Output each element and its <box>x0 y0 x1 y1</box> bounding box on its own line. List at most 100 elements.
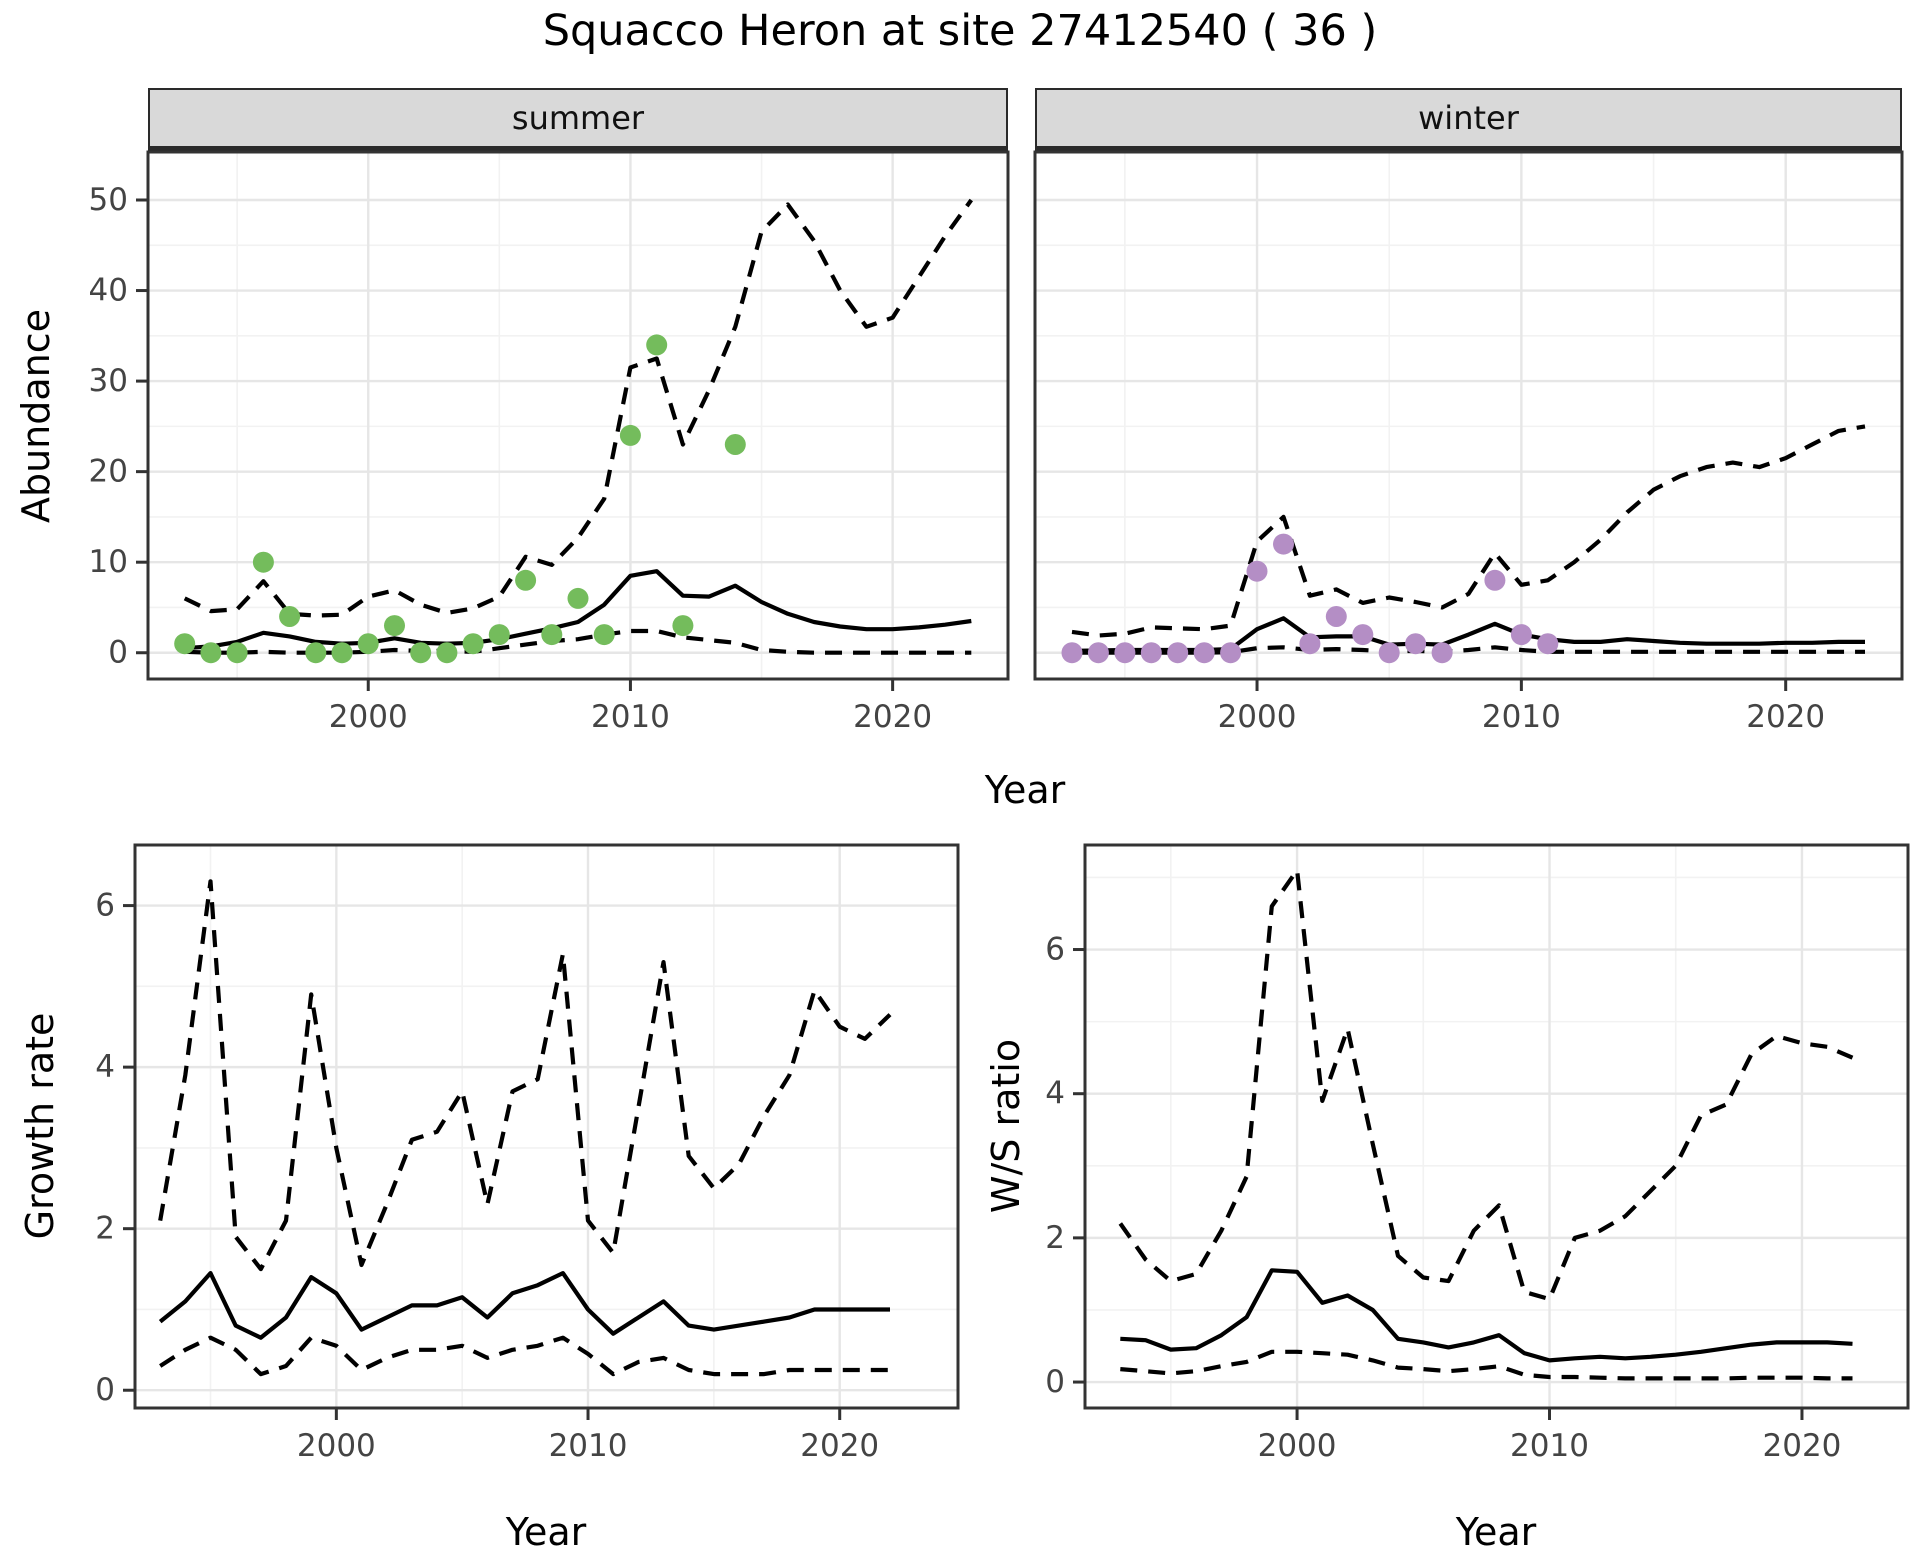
y-tick-label: 6 <box>1045 932 1065 968</box>
y-axis-title-ws-ratio: W/S ratio <box>984 1038 1028 1214</box>
gridlines-major <box>1085 845 1908 1408</box>
y-tick-label: 2 <box>1045 1220 1065 1256</box>
panel-background <box>1085 845 1908 1408</box>
data-point <box>515 569 537 591</box>
data-point <box>226 642 248 664</box>
y-tick-label: 6 <box>95 888 115 924</box>
data-point <box>1378 642 1400 664</box>
data-point <box>1114 642 1136 664</box>
data-point <box>541 624 563 646</box>
x-axis-title-top: Year <box>984 768 1066 812</box>
data-point <box>1220 642 1242 664</box>
data-point <box>593 624 615 646</box>
panel-ws-ratio: 2000 2010 2020 0 2 4 6 <box>1045 843 1910 1464</box>
data-point <box>1087 642 1109 664</box>
data-point <box>567 587 589 609</box>
x-tick-label: 2000 <box>1218 699 1297 735</box>
facet-strip-winter-label: winter <box>1418 99 1519 137</box>
x-tick-label: 2020 <box>1746 699 1825 735</box>
panel-growth-rate: 2000 2010 2020 0 2 4 6 <box>95 843 960 1464</box>
gridlines-minor <box>1035 152 1902 679</box>
data-point <box>200 642 222 664</box>
data-point <box>1537 633 1559 655</box>
data-point <box>619 424 641 446</box>
observed-points <box>174 334 746 664</box>
series-median-line <box>184 569 972 651</box>
data-point <box>1061 642 1083 664</box>
series-lower_ci-line <box>1120 1349 1853 1381</box>
x-tick-label: 2020 <box>853 699 932 735</box>
x-tick-label: 2020 <box>800 1428 879 1464</box>
x-tick-label: 2010 <box>549 1428 628 1464</box>
y-tick-label: 2 <box>95 1211 115 1247</box>
y-tick-label: 4 <box>95 1049 115 1085</box>
data-point <box>1167 642 1189 664</box>
data-point <box>488 624 510 646</box>
axis-ticks: 2000 2010 2020 <box>1218 679 1825 735</box>
panel-background <box>1035 152 1902 679</box>
data-point <box>462 633 484 655</box>
x-tick-label: 2000 <box>1258 1428 1337 1464</box>
x-tick-label: 2010 <box>591 699 670 735</box>
facet-strip-winter: winter <box>1035 88 1902 152</box>
x-tick-label: 2000 <box>297 1428 376 1464</box>
data-point <box>357 633 379 655</box>
data-point <box>724 434 746 455</box>
panel-border <box>1083 843 1910 1410</box>
data-point <box>331 642 353 664</box>
x-tick-label: 2010 <box>1482 699 1561 735</box>
data-point <box>384 615 405 637</box>
x-axis-title-growth-rate: Year <box>505 1510 587 1554</box>
data-point <box>1299 633 1321 655</box>
data-point <box>1431 642 1453 664</box>
y-tick-label: 0 <box>108 635 128 671</box>
y-tick-label: 0 <box>95 1372 115 1408</box>
data-point <box>1273 533 1294 555</box>
y-tick-label: 20 <box>89 454 128 490</box>
data-point <box>410 642 432 664</box>
series-lower_ci-line <box>1072 645 1865 655</box>
panel-background <box>135 845 958 1408</box>
data-point <box>1246 560 1268 582</box>
y-tick-label: 0 <box>1045 1364 1065 1400</box>
series-median-line <box>1120 1268 1853 1363</box>
y-tick-label: 4 <box>1045 1076 1065 1112</box>
data-point <box>279 606 301 627</box>
data-point <box>1325 606 1347 627</box>
series-lower_ci-line <box>159 1335 890 1377</box>
y-tick-label: 10 <box>89 544 128 580</box>
data-point <box>1352 624 1374 646</box>
data-point <box>1405 633 1427 655</box>
x-tick-label: 2000 <box>329 699 408 735</box>
gridlines-minor <box>1085 845 1908 1408</box>
panel-abundance-summer: 2000 2010 2020 0 10 20 30 40 50 <box>89 150 1010 735</box>
panel-border <box>1033 150 1904 681</box>
x-axis-title-ws-ratio: Year <box>1455 1510 1537 1554</box>
y-axis-title-growth-rate: Growth rate <box>18 1012 62 1240</box>
x-tick-label: 2020 <box>1763 1428 1842 1464</box>
data-point <box>1193 642 1215 664</box>
series-median-line <box>158 1271 890 1340</box>
series-upper_ci-line <box>158 879 892 1272</box>
axis-ticks: 2000 2010 2020 0 10 20 30 40 50 <box>89 182 933 735</box>
gridlines-minor <box>148 152 1008 679</box>
y-axis-title-abundance: Abundance <box>14 308 58 524</box>
data-point <box>1484 569 1506 591</box>
data-point <box>305 642 327 664</box>
data-point <box>672 615 694 637</box>
y-tick-label: 50 <box>89 182 128 218</box>
facet-strip-summer-label: summer <box>511 99 645 137</box>
panel-abundance-winter: 2000 2010 2020 <box>1033 150 1904 735</box>
axis-ticks: 2000 2010 2020 0 2 4 6 <box>95 888 879 1464</box>
series-upper_ci-line <box>1071 424 1866 638</box>
gridlines-major <box>135 845 958 1408</box>
y-tick-label: 30 <box>89 363 128 399</box>
facet-strip-summer: summer <box>148 88 1008 152</box>
panel-border <box>146 150 1010 681</box>
y-tick-label: 40 <box>89 273 128 309</box>
panel-border <box>133 843 960 1410</box>
series-lower_ci-line <box>184 628 972 655</box>
data-point <box>174 633 196 655</box>
